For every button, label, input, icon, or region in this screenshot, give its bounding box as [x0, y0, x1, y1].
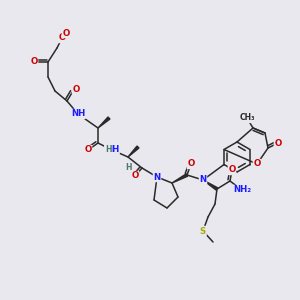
Text: NH₂: NH₂: [233, 185, 251, 194]
Text: O: O: [58, 34, 66, 43]
Text: H: H: [105, 146, 111, 154]
Text: N: N: [200, 176, 207, 184]
Text: H: H: [125, 164, 131, 172]
Text: O: O: [188, 160, 195, 169]
Text: O: O: [72, 85, 80, 94]
Polygon shape: [172, 174, 188, 183]
Text: O: O: [30, 58, 38, 67]
Text: O: O: [254, 160, 261, 169]
Text: O: O: [84, 146, 92, 154]
Text: O: O: [228, 166, 236, 175]
Text: O: O: [131, 172, 139, 181]
Text: S: S: [200, 226, 206, 236]
Text: O: O: [62, 28, 70, 38]
Polygon shape: [128, 146, 139, 157]
Polygon shape: [98, 117, 110, 128]
Text: NH: NH: [71, 110, 85, 118]
Text: O: O: [274, 139, 282, 148]
Polygon shape: [203, 180, 218, 190]
Text: CH₃: CH₃: [239, 113, 255, 122]
Text: N: N: [153, 172, 161, 182]
Text: NH: NH: [105, 146, 119, 154]
